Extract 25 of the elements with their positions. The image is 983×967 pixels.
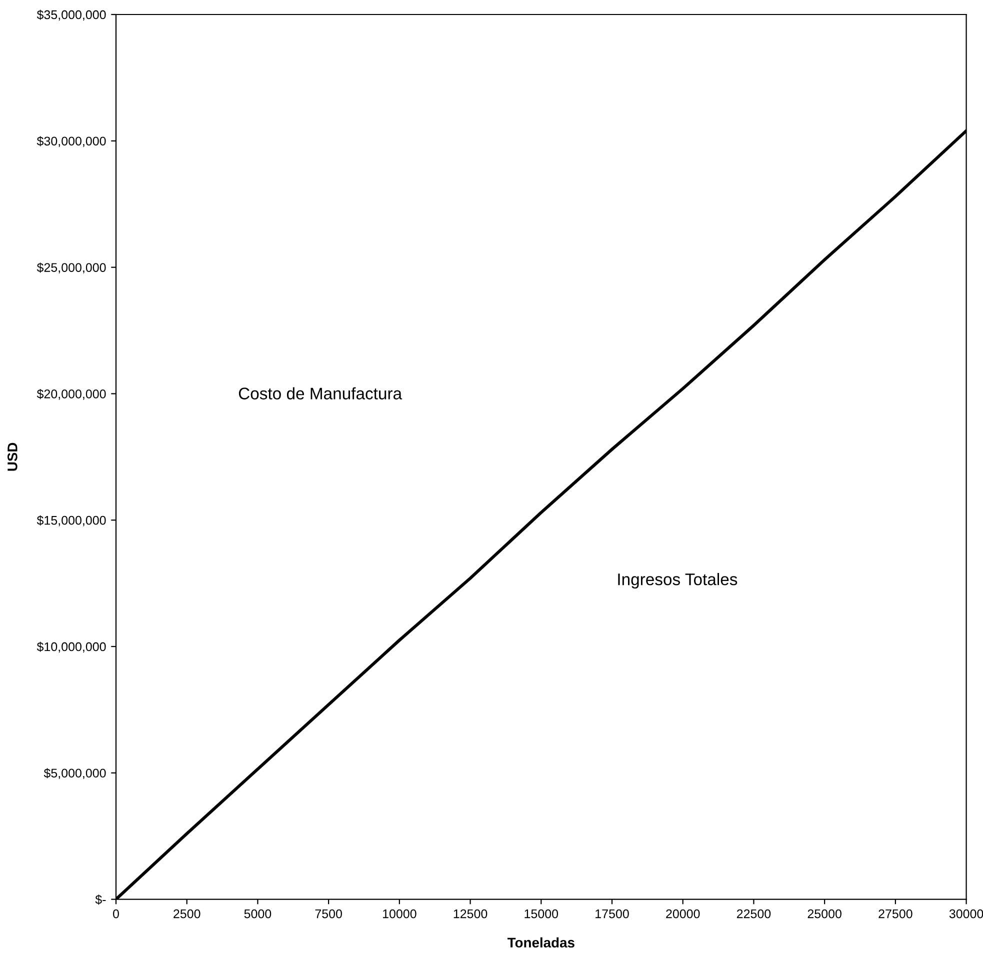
x-tick-label: 27500 bbox=[878, 909, 912, 918]
y-tick-label: $30,000,000 bbox=[36, 136, 106, 148]
x-tick-label: 20000 bbox=[666, 909, 700, 918]
x-tick-label: 0 bbox=[113, 909, 119, 918]
y-tick-label: $20,000,000 bbox=[36, 388, 106, 400]
annotation: Ingresos Totales bbox=[618, 573, 738, 589]
x-tick-label: 17500 bbox=[596, 909, 629, 918]
x-tick-label: 2500 bbox=[174, 909, 200, 918]
x-tick-label: 30000 bbox=[949, 909, 983, 918]
x-tick-label: 7500 bbox=[315, 909, 342, 918]
x-tick-label: 10000 bbox=[383, 909, 416, 918]
y-tick-label: $5,000,000 bbox=[44, 768, 106, 780]
x-tick-label: 22500 bbox=[736, 909, 771, 918]
x-tick-label: 5000 bbox=[244, 909, 272, 918]
x-tick-label: 12500 bbox=[454, 909, 488, 918]
y-tick-label: $15,000,000 bbox=[36, 515, 106, 526]
x-tick-label: 15000 bbox=[524, 909, 558, 918]
y-axis-title: USD bbox=[8, 442, 18, 471]
y-tick-label: $25,000,000 bbox=[36, 262, 106, 274]
x-tick-label: 25000 bbox=[808, 909, 842, 918]
y-tick-label: $35,000,000 bbox=[36, 10, 106, 21]
annotation: Costo de Manufactura bbox=[238, 387, 402, 400]
y-tick-label: $- bbox=[95, 894, 106, 905]
x-axis-title: Toneladas bbox=[507, 937, 574, 948]
y-tick-label: $10,000,000 bbox=[36, 642, 106, 653]
